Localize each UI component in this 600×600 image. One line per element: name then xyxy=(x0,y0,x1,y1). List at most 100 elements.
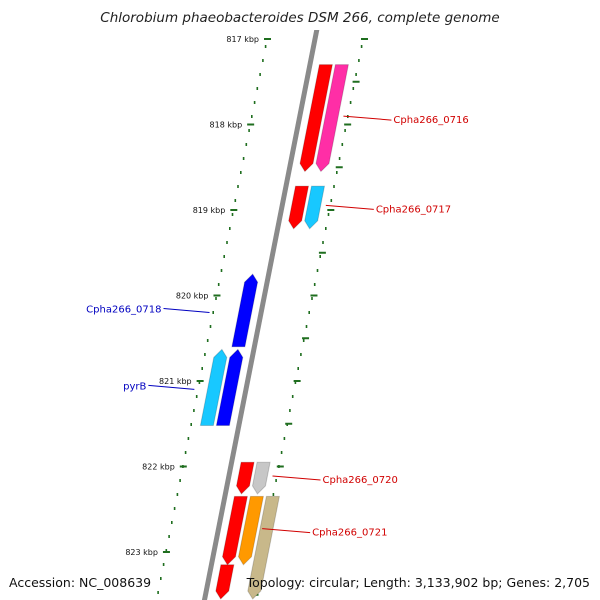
ruler-dot xyxy=(220,269,223,272)
ruler-dot xyxy=(291,395,294,398)
ruler-dot xyxy=(157,591,159,594)
ruler-dot xyxy=(231,213,234,216)
ruler-dot xyxy=(162,563,165,566)
gene-leader-line xyxy=(262,528,311,534)
ruler-dot xyxy=(229,227,231,230)
ruler-dot xyxy=(308,311,310,314)
ruler-dot xyxy=(313,283,316,286)
ruler-dot xyxy=(275,479,277,482)
gene-arrow-outline xyxy=(215,348,244,426)
ruler-dot xyxy=(251,115,253,118)
ruler-label: 822 kbp xyxy=(142,463,175,472)
ruler-dot xyxy=(264,45,267,48)
gene-label: Cpha266_0716 xyxy=(393,115,468,126)
gene-arrow-outline xyxy=(237,495,265,566)
gene-leader-line xyxy=(325,204,374,210)
accession-text: Accession: NC_008639 xyxy=(9,575,152,590)
ruler-dot xyxy=(322,241,324,244)
ruler-dot xyxy=(300,353,302,356)
ruler-dot xyxy=(280,451,283,454)
gene-leader-line xyxy=(148,384,195,390)
ruler-dot xyxy=(305,325,308,328)
gene-arrow-outline xyxy=(251,461,271,495)
ruler-dot xyxy=(297,367,299,370)
gene-arrow-outline xyxy=(235,461,255,495)
ruler-dot xyxy=(355,73,357,76)
ruler-dot xyxy=(242,157,245,160)
ruler-label: 820 kbp xyxy=(176,292,209,301)
ruler-dot xyxy=(330,199,333,202)
gene-arrow xyxy=(304,186,325,229)
ruler-dot xyxy=(302,339,305,342)
ruler-dot xyxy=(272,493,275,496)
ruler-dot xyxy=(294,381,297,384)
ruler-dot xyxy=(209,325,212,328)
gene-arrow-outline xyxy=(199,348,228,426)
ruler-dot xyxy=(256,87,259,90)
gene-arrow xyxy=(316,64,349,172)
ruler-dot xyxy=(176,493,179,496)
ruler-dot xyxy=(316,269,319,272)
gene-arrow xyxy=(252,462,271,494)
length-text: Length: 3,133,902 bp; xyxy=(363,575,503,590)
ruler-dot xyxy=(204,353,206,356)
ruler-dot xyxy=(248,129,250,132)
ruler-dot xyxy=(160,577,162,580)
ruler-dot xyxy=(240,171,242,174)
genome-backbone xyxy=(201,30,320,600)
ruler-dot xyxy=(336,171,338,174)
ruler-dot xyxy=(338,157,341,160)
genes-text: Genes: 2,705 xyxy=(506,575,590,590)
feature-track xyxy=(199,64,350,600)
gene-arrow xyxy=(200,349,227,426)
ruler-dot xyxy=(325,227,327,230)
ruler-dot xyxy=(190,423,192,426)
ruler-dot xyxy=(168,535,170,538)
ruler-dot xyxy=(259,73,261,76)
gene-arrow xyxy=(216,349,243,426)
gene-leader-line xyxy=(343,115,392,121)
gene-label: Cpha266_0720 xyxy=(323,475,398,486)
map-layer: 817 kbp 818 kbp 819 kbp 820 kbp 821 kbp 822 k… xyxy=(86,30,469,600)
gene-arrow xyxy=(288,186,309,229)
ruler-dot xyxy=(344,129,346,132)
ruler-label: 819 kbp xyxy=(193,206,226,215)
ruler-dot xyxy=(226,241,228,244)
gene-label: Cpha266_0718 xyxy=(86,304,161,315)
ruler-dot xyxy=(193,409,195,412)
ruler-label: 821 kbp xyxy=(159,377,192,386)
ruler-dot xyxy=(179,479,181,482)
gene-arrow-outline xyxy=(315,64,350,173)
gene-arrow xyxy=(247,496,280,599)
ruler-dot xyxy=(253,101,256,104)
ruler-dot xyxy=(223,255,225,258)
ruler-dot xyxy=(206,339,209,342)
ruler-label: 817 kbp xyxy=(226,35,259,44)
gene-arrow xyxy=(222,496,248,565)
ruler-dot xyxy=(262,59,264,62)
gene-arrow-outline xyxy=(288,185,310,230)
ruler-dot xyxy=(198,381,201,384)
gene-arrow-outline xyxy=(221,495,249,566)
gene-arrow xyxy=(215,564,234,599)
ruler-dot xyxy=(184,451,187,454)
ruler-dot xyxy=(187,437,190,440)
ruler-dot xyxy=(358,59,360,62)
ruler-dot xyxy=(215,297,217,300)
gene-arrow-outline xyxy=(215,564,235,600)
ruler-dot xyxy=(360,45,363,48)
ruler-dot xyxy=(352,87,355,90)
ruler-dot xyxy=(234,199,237,202)
gene-arrow xyxy=(238,496,264,565)
ruler-dot xyxy=(349,101,352,104)
gene-arrow xyxy=(236,462,255,494)
ruler-ticks: 817 kbp 818 kbp 819 kbp 820 kbp 821 kbp 822 k… xyxy=(125,35,368,596)
ruler-dot xyxy=(289,409,291,412)
feature-labels: Cpha266_0716 Cpha266_0717 Cpha266_0718 pyrB… xyxy=(86,115,469,539)
map-title: Chlorobium phaeobacteroides DSM 266, com… xyxy=(100,10,500,26)
ruler-label: 818 kbp xyxy=(210,121,243,130)
ruler-dot xyxy=(217,283,220,286)
ruler-dot xyxy=(311,297,313,300)
